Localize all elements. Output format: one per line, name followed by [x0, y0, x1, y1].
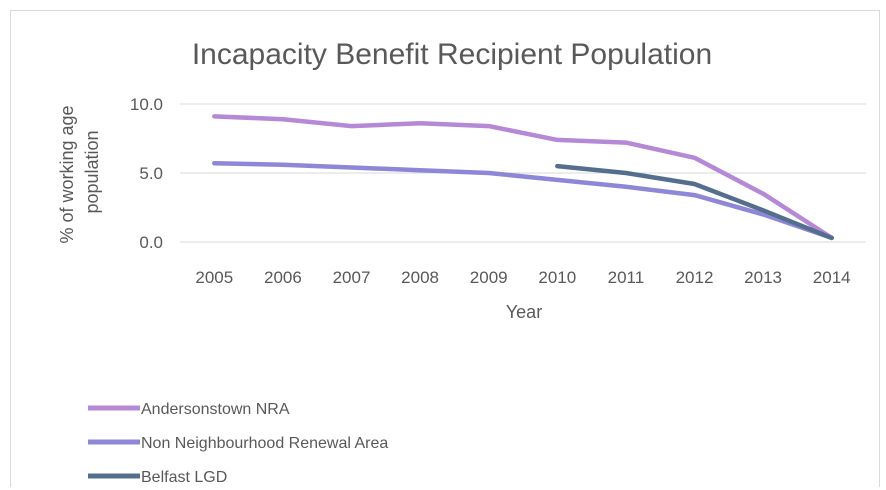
- x-tick-label: 2007: [333, 268, 371, 287]
- y-axis-title-line-1: % of working age: [57, 105, 77, 243]
- legend-label: Belfast LGD: [141, 469, 227, 486]
- legend-label: Non Neighbourhood Renewal Area: [141, 435, 388, 452]
- series-line-1: [212, 161, 834, 241]
- series-line-0: [212, 114, 834, 241]
- legend-label: Andersonstown NRA: [141, 401, 290, 418]
- y-tick-label: 10.0: [130, 95, 163, 114]
- x-tick-label: 2005: [195, 268, 233, 287]
- x-tick-label: 2013: [744, 268, 782, 287]
- x-tick-label: 2011: [608, 268, 645, 287]
- y-axis-ticks: 0.0 5.0 10.0: [130, 95, 163, 252]
- x-tick-label: 2014: [813, 268, 851, 287]
- y-tick-label: 0.0: [139, 233, 163, 252]
- x-tick-label: 2012: [676, 268, 714, 287]
- legend-item-2: Belfast LGD: [88, 469, 227, 486]
- y-axis-title-line-2: population: [82, 130, 102, 213]
- x-tick-label: 2008: [401, 268, 439, 287]
- legend-item-0: Andersonstown NRA: [88, 401, 290, 418]
- gridlines: [180, 103, 866, 243]
- x-tick-label: 2006: [264, 268, 302, 287]
- x-tick-label: 2010: [538, 268, 576, 287]
- chart-frame: [10, 10, 880, 487]
- x-axis-ticks: 2005 2006 2007 2008 2009 2010 2011 2012 2013 2014: [195, 268, 850, 287]
- y-axis-title: % of working age population: [57, 100, 102, 243]
- x-axis-title: Year: [506, 302, 542, 322]
- series-line-2: [555, 163, 834, 241]
- legend-item-1: Non Neighbourhood Renewal Area: [88, 435, 388, 452]
- chart-title: Incapacity Benefit Recipient Population: [192, 38, 712, 71]
- legend: Andersonstown NRA Non Neighbourhood Renew…: [88, 401, 388, 486]
- series-lines: [212, 114, 834, 241]
- y-tick-label: 5.0: [139, 164, 163, 183]
- x-tick-label: 2009: [470, 268, 508, 287]
